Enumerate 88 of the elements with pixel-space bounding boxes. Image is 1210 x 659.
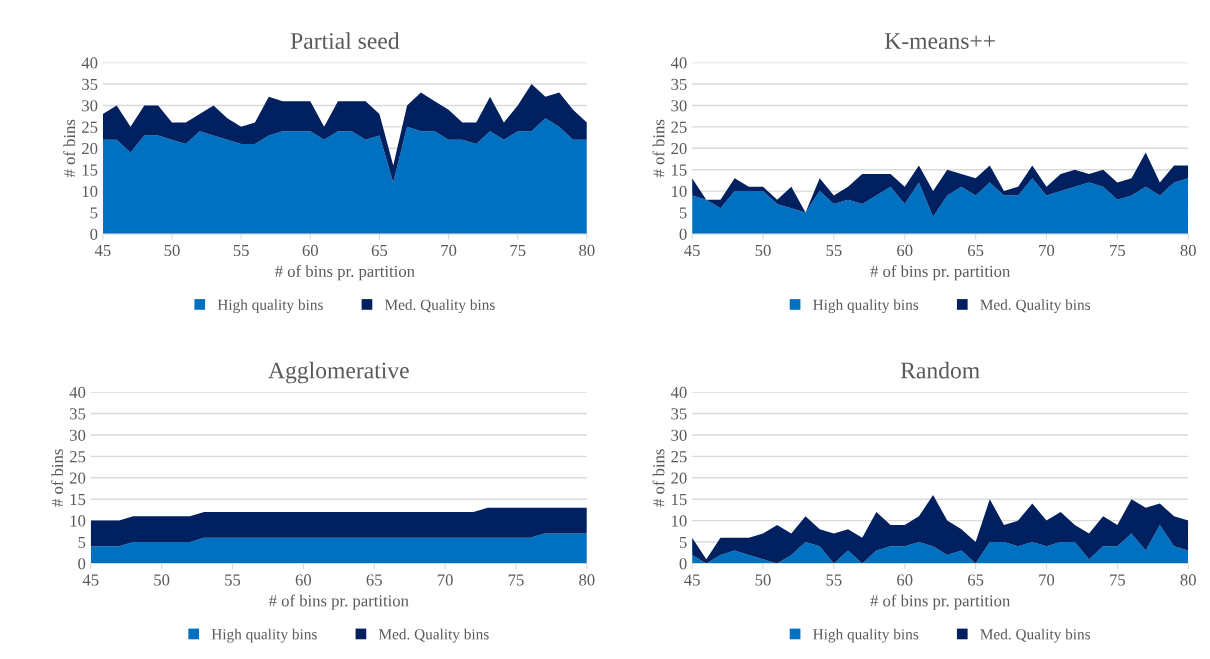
y-tick-label: 10 [672, 515, 687, 527]
x-tick-label: 50 [755, 244, 771, 257]
y-tick-label: 0 [679, 558, 687, 570]
y-tick-label: 35 [671, 408, 687, 420]
y-tick-label: 20 [671, 472, 687, 484]
x-axis-title: # of bins pr. partition [870, 594, 1011, 610]
y-tick-label: 35 [82, 78, 98, 90]
legend-label: Med. Quality bins [980, 299, 1091, 314]
x-tick-label: 55 [225, 574, 241, 586]
y-tick-label: 25 [69, 451, 86, 463]
y-axis-title: # of bins [652, 449, 665, 507]
x-tick-label: 65 [371, 244, 388, 257]
y-axis-title: # of bins [63, 119, 76, 178]
x-tick-label: 70 [437, 574, 453, 586]
y-axis-title: # of bins [51, 449, 64, 507]
y-tick-label: 15 [672, 164, 687, 176]
y-tick-label: 30 [70, 429, 86, 441]
x-tick-label: 45 [684, 244, 700, 257]
x-tick-label: 55 [233, 245, 249, 257]
x-axis-title: # of bins pr. partition [275, 265, 415, 281]
y-tick-label: 5 [679, 207, 687, 219]
x-tick-label: 55 [826, 245, 842, 257]
x-tick-label: 70 [1039, 574, 1055, 586]
legend-label: High quality bins [813, 628, 919, 643]
legend-label: High quality bins [813, 299, 919, 314]
y-tick-label: 25 [671, 121, 687, 133]
y-tick-label: 35 [671, 78, 687, 90]
y-tick-label: 10 [672, 185, 687, 198]
x-tick-label: 75 [508, 574, 524, 586]
legend-label: Med. Quality bins [384, 299, 495, 314]
x-tick-label: 80 [1180, 574, 1196, 586]
x-tick-label: 50 [154, 574, 170, 586]
y-tick-label: 20 [82, 142, 98, 155]
y-tick-label: 15 [70, 493, 86, 506]
y-tick-label: 0 [679, 228, 687, 240]
legend-label: High quality bins [217, 299, 323, 314]
y-tick-label: 15 [82, 164, 98, 176]
x-tick-label: 80 [579, 244, 595, 257]
x-tick-label: 45 [82, 574, 99, 586]
y-tick-label: 10 [82, 185, 98, 198]
y-tick-label: 20 [69, 472, 86, 484]
x-tick-label: 70 [1039, 244, 1055, 257]
x-tick-label: 50 [164, 244, 180, 257]
x-tick-label: 65 [366, 574, 382, 586]
legend-label: Med. Quality bins [980, 628, 1091, 643]
x-tick-label: 70 [441, 244, 457, 257]
y-tick-label: 25 [671, 451, 687, 463]
legend-label: Med. Quality bins [378, 628, 489, 643]
y-tick-label: 15 [672, 493, 687, 506]
x-tick-label: 45 [684, 574, 700, 586]
x-tick-label: 60 [897, 574, 913, 586]
x-tick-label: 55 [826, 574, 842, 586]
x-tick-label: 75 [1110, 245, 1126, 257]
y-tick-label: 5 [679, 536, 687, 548]
y-tick-label: 20 [671, 142, 687, 155]
y-tick-label: 40 [670, 386, 687, 399]
y-tick-label: 40 [670, 57, 687, 69]
y-tick-label: 0 [78, 558, 86, 570]
y-tick-label: 25 [82, 121, 98, 133]
y-axis-title: # of bins [652, 119, 665, 178]
y-tick-label: 35 [70, 408, 86, 420]
y-tick-label: 10 [70, 515, 86, 527]
x-axis-title: # of bins pr. partition [268, 594, 409, 610]
x-tick-label: 60 [302, 244, 318, 257]
chart-title: Agglomerative [268, 361, 409, 384]
y-tick-label: 5 [90, 207, 98, 219]
x-tick-label: 45 [94, 244, 111, 257]
y-tick-label: 30 [82, 100, 98, 112]
chart-title: Random [900, 361, 980, 379]
legend-label: High quality bins [211, 628, 317, 643]
y-tick-label: 30 [671, 429, 687, 441]
x-tick-label: 75 [1110, 574, 1126, 586]
y-tick-label: 5 [78, 536, 86, 548]
x-tick-label: 60 [295, 574, 312, 586]
chart-title: K-means++ [884, 33, 995, 49]
x-tick-label: 50 [755, 574, 771, 586]
x-tick-label: 60 [897, 244, 913, 257]
x-axis-title: # of bins pr. partition [870, 265, 1011, 281]
x-tick-label: 75 [510, 245, 526, 257]
x-tick-label: 65 [967, 574, 984, 586]
x-tick-label: 65 [967, 244, 984, 257]
y-tick-label: 40 [81, 57, 98, 69]
x-tick-label: 80 [579, 574, 595, 586]
y-tick-label: 40 [69, 386, 86, 399]
y-tick-label: 0 [90, 228, 98, 240]
chart-title: Partial seed [290, 32, 400, 49]
x-tick-label: 80 [1180, 244, 1196, 257]
y-tick-label: 30 [671, 100, 687, 112]
